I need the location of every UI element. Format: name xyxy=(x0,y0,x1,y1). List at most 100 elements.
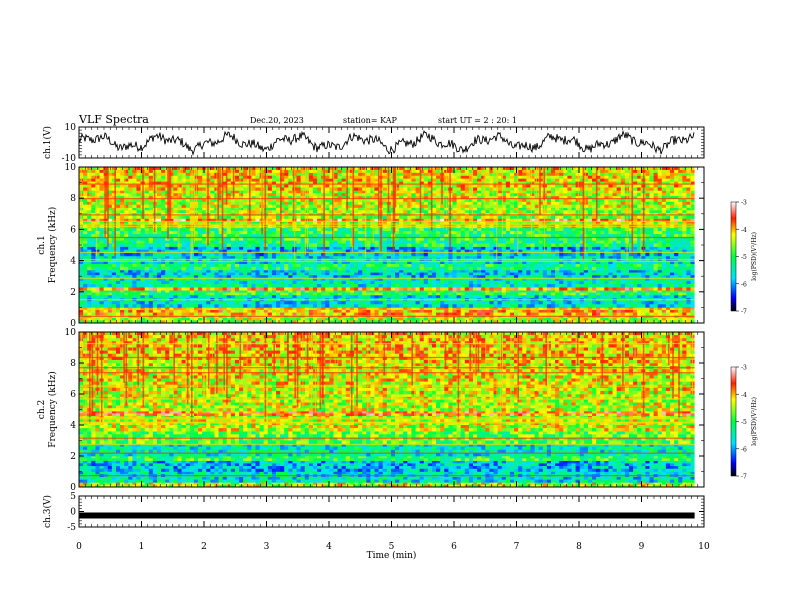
spectrogram-cell xyxy=(559,290,564,293)
spectrogram-cell xyxy=(247,249,252,254)
spectrogram-cell xyxy=(152,261,158,265)
spectrogram-cell xyxy=(308,230,314,235)
spectrogram-cell xyxy=(341,243,347,247)
spectrogram-cell xyxy=(181,249,187,254)
spectrogram-cell xyxy=(115,301,121,305)
spectrogram-cell xyxy=(522,287,527,291)
spectrogram-cell xyxy=(649,240,654,244)
spectrogram-cell xyxy=(468,272,474,276)
spectrogram-cell xyxy=(103,320,109,324)
spectrogram-cell xyxy=(534,317,540,321)
spectrogram-cell xyxy=(628,287,634,291)
spectrogram-cell xyxy=(436,290,441,293)
spectrogram-cell xyxy=(189,252,195,257)
spectrogram-cell xyxy=(107,317,113,321)
spectrogram-cell xyxy=(440,275,445,279)
spectrogram-cell xyxy=(251,263,256,268)
spectrogram-cell xyxy=(181,269,187,273)
spectrogram-cell xyxy=(243,255,248,259)
spectrogram-cell xyxy=(243,230,248,235)
spectrogram-cell xyxy=(587,230,593,235)
spectrogram-cell xyxy=(263,287,269,291)
spectrogram-cell xyxy=(349,317,355,321)
spectrogram-cell xyxy=(509,249,515,254)
spectrogram-cell xyxy=(193,246,199,250)
spectrogram-cell xyxy=(620,263,626,268)
spectrogram-cell xyxy=(148,284,154,288)
spectrogram-cell xyxy=(263,301,269,305)
spectrogram-cell xyxy=(120,292,125,296)
spectrogram-cell xyxy=(329,266,334,271)
spectrogram-cell xyxy=(518,320,523,324)
spectrogram-cell xyxy=(653,277,659,282)
spectrogram-cell xyxy=(464,287,470,291)
spectrogram-cell xyxy=(161,266,166,271)
spectrogram-cell xyxy=(448,263,453,268)
spectrogram-cell xyxy=(226,266,232,271)
spectrogram-cell xyxy=(473,227,478,232)
spectrogram-cell xyxy=(173,234,178,238)
spectrogram-cell xyxy=(333,255,338,259)
spectrogram-cell xyxy=(115,269,121,273)
spectrogram-cell xyxy=(140,230,146,235)
spectrogram-cell xyxy=(579,292,585,296)
spectrogram-cell xyxy=(649,292,654,296)
spectrogram-cell xyxy=(657,252,663,257)
spectrogram-cell xyxy=(177,277,182,282)
spectrogram-cell xyxy=(411,234,416,238)
spectrogram-cell xyxy=(497,243,503,247)
spectrogram-cell xyxy=(645,227,650,232)
spectrogram-cell xyxy=(444,277,449,282)
spectrogram-cell xyxy=(567,240,572,244)
spectrogram-cell xyxy=(431,320,437,324)
spectrogram-cell xyxy=(321,294,326,299)
spectrogram-cell xyxy=(234,252,240,257)
spectrogram-cell xyxy=(263,252,269,257)
spectrogram-cell xyxy=(243,301,248,305)
spectrogram-cell xyxy=(337,261,343,265)
spectrogram-cell xyxy=(349,275,355,279)
spectrogram-cell xyxy=(99,252,105,257)
spectrogram-cell xyxy=(206,310,211,313)
spectrogram-cell xyxy=(226,249,232,254)
spectrogram-cell xyxy=(103,263,109,268)
spectrogram-cell xyxy=(234,277,240,282)
spectrogram-cell xyxy=(620,301,626,305)
spectrogram-cell xyxy=(128,252,133,257)
spectrogram-cell xyxy=(107,294,113,299)
spectrogram-cell xyxy=(329,230,334,235)
spectrogram-cell xyxy=(111,304,117,308)
spectrogram-cell xyxy=(259,266,265,271)
spectrogram-cell xyxy=(620,272,626,276)
spectrogram-cell xyxy=(628,292,634,296)
spectrogram-cell xyxy=(501,252,507,257)
spectrogram-cell xyxy=(304,287,310,291)
spectrogram-cell xyxy=(403,263,408,268)
spectrogram-cell xyxy=(325,284,330,288)
spectrogram-cell xyxy=(608,227,613,232)
spectrogram-cell xyxy=(370,249,375,254)
spectrogram-cell xyxy=(501,287,507,291)
spectrogram-cell xyxy=(198,246,203,250)
spectrogram-cell xyxy=(522,246,527,250)
spectrogram-cell xyxy=(509,272,515,276)
spectrogram-cell xyxy=(103,266,109,271)
spectrogram-cell xyxy=(374,246,379,250)
spectrogram-cell xyxy=(427,301,433,305)
spectrogram-cell xyxy=(530,294,535,299)
spectrogram-cell xyxy=(370,266,375,271)
spectrogram-cell xyxy=(193,240,199,244)
spectrogram-cell xyxy=(444,261,449,265)
spectrogram-cell xyxy=(198,294,203,299)
spectrogram-cell xyxy=(218,294,224,299)
spectrogram-cell xyxy=(111,266,117,271)
spectrogram-cell xyxy=(288,277,293,282)
spectrogram-cell xyxy=(111,252,117,257)
spectrogram-cell xyxy=(637,312,642,316)
spectrogram-cell xyxy=(222,320,228,324)
spectrogram-cell xyxy=(452,275,457,279)
spectrogram-cell xyxy=(382,269,388,273)
spectrogram-cell xyxy=(616,240,622,244)
spectrogram-cell xyxy=(374,269,379,273)
spectrogram-cell xyxy=(267,290,273,293)
